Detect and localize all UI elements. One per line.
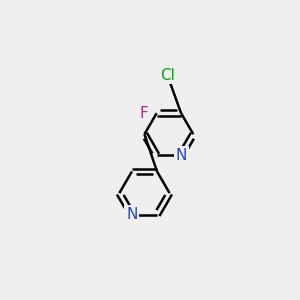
Text: F: F xyxy=(140,106,148,121)
Text: N: N xyxy=(176,148,187,163)
Text: Cl: Cl xyxy=(160,68,175,82)
Text: N: N xyxy=(126,207,138,222)
